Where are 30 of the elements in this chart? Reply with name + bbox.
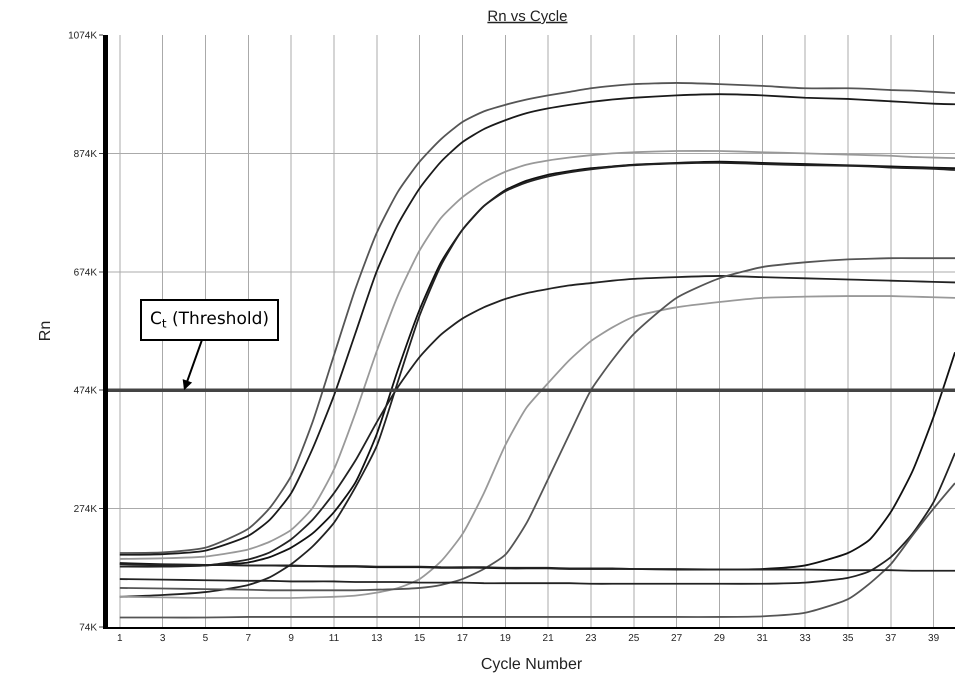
- x-tick-label: 17: [456, 633, 468, 644]
- x-tick-label: 5: [202, 633, 209, 644]
- x-tick-label: 7: [245, 633, 252, 644]
- x-tick-label: 21: [542, 633, 554, 644]
- x-tick-label: 9: [288, 633, 294, 644]
- x-tick-label: 23: [585, 633, 597, 644]
- x-tick-label: 1: [117, 633, 123, 644]
- y-tick-label: 74K: [79, 622, 98, 634]
- x-axis-title: Cycle Number: [480, 656, 583, 674]
- x-tick-label: 29: [714, 633, 726, 644]
- x-tick-label: 25: [628, 633, 640, 644]
- x-tick-label: 33: [800, 633, 812, 644]
- x-tick-label: 13: [371, 633, 383, 644]
- x-tick-label: 27: [671, 633, 683, 644]
- x-tick-label: 31: [756, 633, 768, 644]
- annotation: C$_{t}$ (Threshold): [150, 309, 269, 331]
- x-tick-label: 37: [885, 633, 897, 644]
- x-tick-label: 39: [928, 633, 940, 644]
- y-tick-label: 674K: [74, 267, 98, 278]
- y-axis-title: Rn: [36, 320, 54, 342]
- x-tick-label: 15: [414, 633, 426, 644]
- y-tick-label: 274K: [74, 504, 98, 516]
- y-tick-label: 474K: [74, 386, 98, 397]
- x-tick-label: 35: [842, 633, 854, 644]
- y-tick-label: 874K: [74, 148, 98, 160]
- y-tick-label: 1074K: [68, 30, 98, 42]
- x-tick-label: 3: [160, 633, 166, 644]
- chart-title: Rn vs Cycle: [487, 8, 568, 25]
- x-tick-label: 19: [500, 633, 512, 644]
- x-tick-label: 11: [328, 633, 340, 644]
